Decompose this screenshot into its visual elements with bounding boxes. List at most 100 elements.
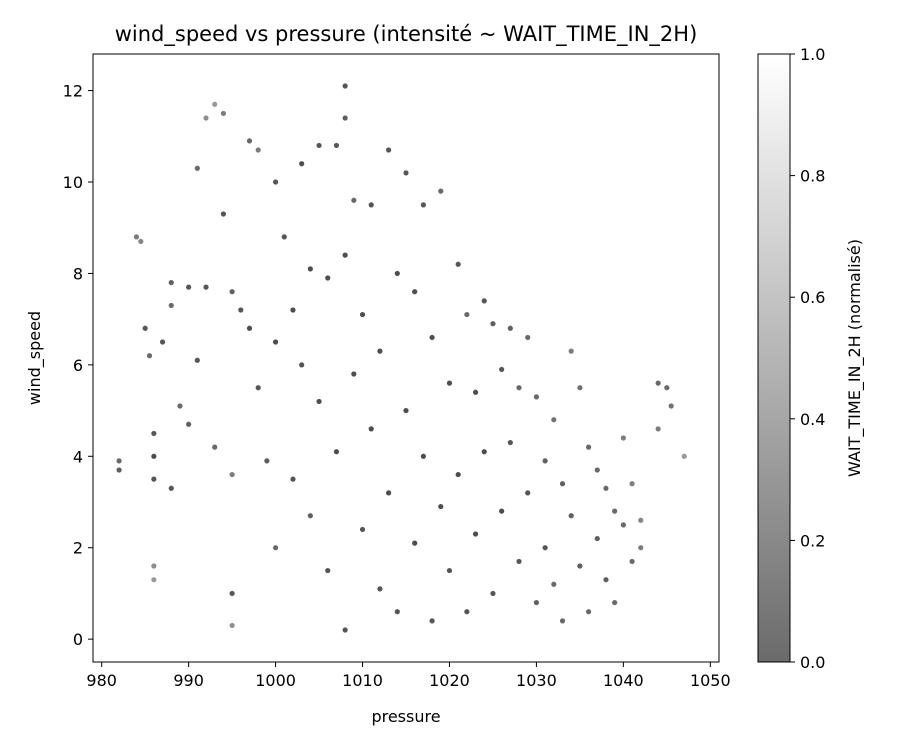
plot-frame (92, 53, 720, 663)
data-point (359, 526, 366, 533)
data-point (620, 522, 626, 528)
data-point (681, 453, 687, 459)
data-point (151, 430, 157, 437)
data-point (490, 590, 496, 597)
data-point (490, 321, 496, 327)
data-point (307, 266, 313, 272)
data-point (603, 485, 609, 491)
data-point (194, 165, 200, 171)
x-tick-label: 1020 (429, 671, 470, 690)
data-point (525, 490, 531, 496)
data-point (342, 83, 348, 89)
data-point (438, 188, 444, 194)
data-point (403, 407, 409, 414)
data-point (168, 485, 174, 491)
data-point (655, 426, 661, 432)
data-point (629, 481, 635, 487)
data-point (594, 467, 600, 473)
data-point (151, 453, 157, 459)
data-point (151, 577, 157, 583)
data-point (212, 101, 218, 107)
data-point (325, 275, 331, 281)
data-point (255, 147, 261, 153)
data-point (568, 348, 574, 354)
data-point (403, 170, 409, 176)
data-point (577, 385, 583, 391)
data-point (316, 398, 322, 405)
data-point (525, 334, 531, 341)
y-tick-label: 12 (63, 82, 83, 101)
colorbar-tick-label: 0.6 (800, 288, 825, 307)
colorbar-ticks: 0.0 0.2 0.4 0.6 0.8 1.0 (790, 45, 825, 672)
y-axis-label: wind_speed (25, 311, 45, 405)
data-point (594, 535, 600, 542)
data-point (481, 298, 487, 304)
data-point (272, 339, 279, 345)
data-point (133, 234, 140, 240)
y-tick-label: 10 (63, 173, 83, 192)
plot-area (93, 54, 719, 662)
data-point (481, 449, 487, 455)
data-point (455, 471, 461, 478)
data-point (168, 302, 174, 309)
data-point (151, 476, 157, 482)
data-point (542, 545, 548, 551)
data-point (655, 380, 661, 386)
data-point (429, 334, 435, 341)
data-point (559, 481, 566, 487)
data-point (559, 618, 566, 624)
data-point (194, 357, 200, 363)
y-tick-label: 0 (73, 630, 83, 649)
data-point (290, 307, 296, 313)
data-point (229, 590, 235, 597)
data-point (212, 444, 218, 450)
x-tick-label: 1010 (342, 671, 383, 690)
data-point (238, 307, 244, 313)
x-tick-label: 1030 (516, 671, 557, 690)
y-tick-label: 8 (73, 264, 83, 283)
data-point (316, 142, 322, 149)
data-point (516, 558, 522, 565)
data-point (551, 417, 557, 423)
data-point (186, 284, 192, 290)
data-point (629, 558, 635, 565)
y-axis-ticks: 0 2 4 6 8 10 12 (63, 82, 93, 649)
data-point (299, 161, 305, 167)
data-point (638, 517, 644, 523)
data-point (116, 458, 122, 464)
data-point (342, 627, 348, 633)
data-point (229, 471, 235, 478)
data-point (464, 311, 470, 318)
data-point (168, 279, 174, 286)
data-point (146, 353, 153, 359)
data-point (272, 545, 279, 551)
data-point (377, 348, 383, 354)
data-point (429, 618, 435, 624)
data-point (464, 609, 470, 615)
x-tick-label: 990 (173, 671, 204, 690)
data-point (542, 458, 548, 464)
data-point (386, 490, 392, 496)
data-point (246, 325, 253, 331)
data-point (412, 540, 418, 546)
colorbar-label: WAIT_TIME_IN_2H (normalisé) (845, 239, 865, 477)
y-tick-label: 6 (73, 356, 83, 375)
data-point (186, 421, 192, 427)
data-point (507, 439, 513, 446)
data-points (116, 83, 687, 633)
data-point (620, 435, 626, 441)
data-point (229, 622, 235, 629)
data-point (585, 444, 592, 450)
data-point (272, 179, 279, 185)
data-point (220, 211, 227, 217)
y-tick-label: 4 (73, 447, 83, 466)
data-point (307, 513, 313, 519)
data-point (368, 426, 374, 432)
data-point (377, 586, 383, 592)
data-point (116, 467, 122, 473)
data-point (455, 261, 461, 267)
data-point (290, 476, 296, 482)
colorbar-tick-label: 0.0 (800, 653, 825, 672)
data-point (499, 366, 505, 373)
